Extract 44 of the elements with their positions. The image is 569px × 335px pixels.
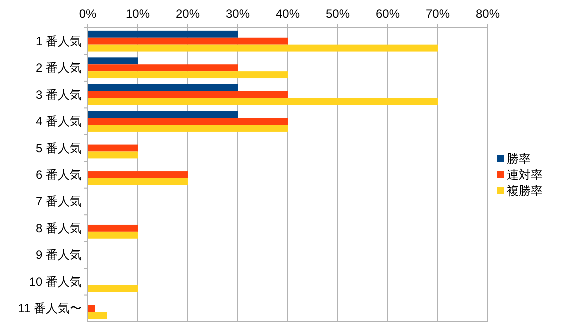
y-tick-label: 9 番人気 bbox=[36, 248, 82, 262]
bar bbox=[88, 111, 238, 118]
legend-label: 連対率 bbox=[507, 168, 543, 182]
x-tick-label: 60% bbox=[376, 7, 400, 21]
y-tick-label: 6 番人気 bbox=[36, 168, 82, 182]
bar bbox=[88, 152, 138, 159]
bar bbox=[88, 118, 288, 126]
x-tick-label: 30% bbox=[226, 7, 250, 21]
x-tick-label: 40% bbox=[276, 7, 300, 21]
bar bbox=[88, 232, 138, 239]
bar bbox=[88, 125, 288, 132]
x-tick-label: 50% bbox=[326, 7, 350, 21]
x-tick-label: 70% bbox=[426, 7, 450, 21]
x-tick-label: 10% bbox=[126, 7, 150, 21]
bar bbox=[88, 98, 438, 106]
legend-label: 複勝率 bbox=[507, 184, 543, 198]
bar bbox=[88, 38, 288, 45]
bar bbox=[88, 58, 138, 65]
bar bbox=[88, 305, 95, 312]
bar bbox=[88, 285, 138, 292]
y-tick-label: 1 番人気 bbox=[36, 34, 82, 48]
bar bbox=[88, 312, 108, 320]
bar bbox=[88, 64, 238, 72]
bar bbox=[88, 72, 288, 79]
y-tick-label: 7 番人気 bbox=[36, 194, 82, 209]
y-tick-label: 10 番人気 bbox=[29, 274, 82, 289]
y-tick-label: 3 番人気 bbox=[36, 88, 82, 102]
x-tick-label: 0% bbox=[79, 7, 97, 21]
bar bbox=[88, 172, 188, 178]
y-tick-label: 8 番人気 bbox=[36, 221, 82, 236]
y-tick-label: 2 番人気 bbox=[36, 61, 82, 76]
x-tick-label: 20% bbox=[176, 7, 200, 21]
bar bbox=[88, 178, 188, 186]
bar bbox=[88, 144, 138, 152]
bar bbox=[88, 30, 238, 38]
bar bbox=[88, 224, 138, 232]
bar bbox=[88, 91, 288, 98]
legend-label: 勝率 bbox=[507, 152, 531, 166]
y-tick-label: 5 番人気 bbox=[36, 141, 82, 156]
y-tick-label: 4 番人気 bbox=[36, 114, 82, 129]
y-tick-label: 11 番人気〜 bbox=[18, 302, 82, 316]
bar bbox=[88, 84, 238, 92]
bar bbox=[88, 44, 438, 52]
x-tick-label: 80% bbox=[476, 7, 500, 21]
